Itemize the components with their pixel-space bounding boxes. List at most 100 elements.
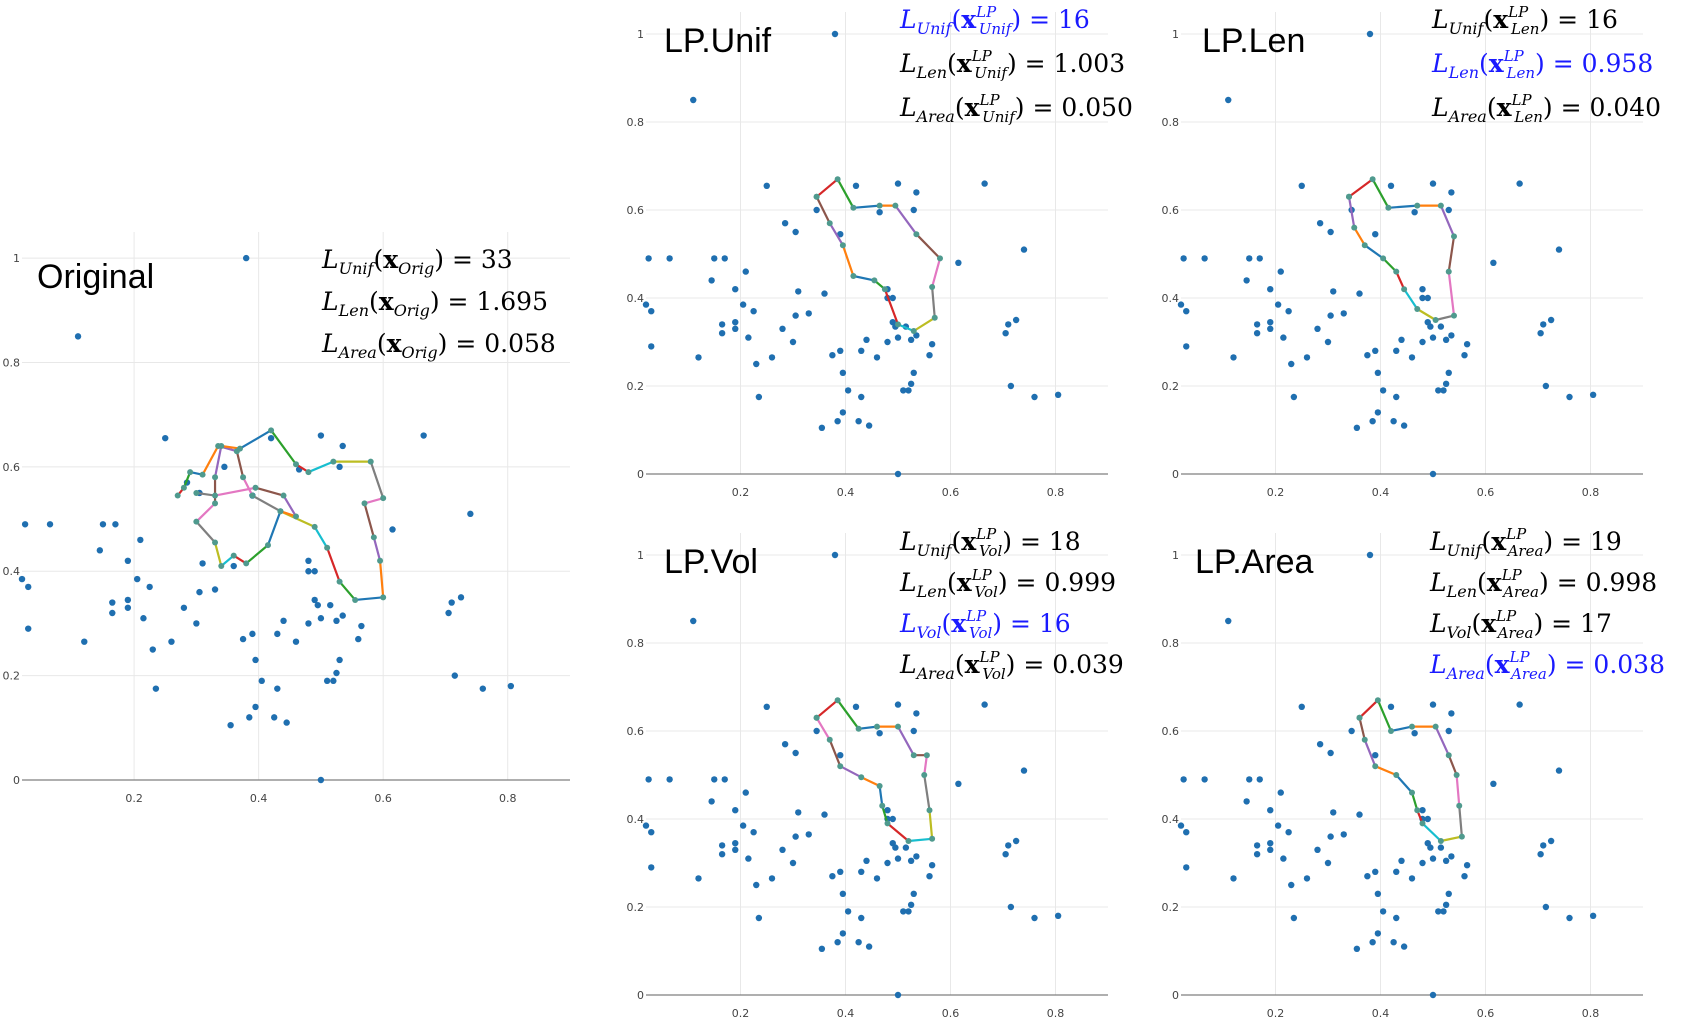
tour-segment: [912, 316, 936, 333]
data-point: [274, 630, 281, 638]
y-tick-label: 0.8: [3, 356, 21, 369]
tour-point: [336, 578, 343, 585]
tour-segment: [220, 444, 242, 450]
data-point: [792, 749, 799, 757]
tour-point: [1361, 242, 1368, 249]
tour-segment: [894, 204, 918, 236]
tour-point: [1393, 268, 1400, 275]
data-point: [1435, 387, 1442, 394]
tour-segment: [213, 444, 223, 479]
data-point: [283, 719, 290, 726]
y-tick-label: 0.6: [627, 204, 645, 217]
data-point: [267, 434, 275, 442]
data-point: [109, 609, 116, 617]
tour-point: [268, 427, 275, 434]
data-point: [1002, 851, 1009, 858]
metric-annotation: LUnif(xLP Len) = 16: [1431, 3, 1618, 38]
data-point: [1201, 255, 1208, 262]
data-point: [21, 521, 29, 528]
data-point: [858, 393, 865, 401]
data-point: [305, 557, 312, 564]
data-point: [81, 638, 88, 645]
data-point: [718, 321, 726, 328]
data-point: [1398, 857, 1405, 864]
data-point: [732, 286, 739, 293]
data-point: [1327, 749, 1334, 757]
tour-point: [1401, 286, 1408, 293]
x-tick-label: 0.8: [499, 792, 517, 805]
data-point: [642, 822, 650, 829]
data-point: [1330, 288, 1337, 295]
tour-point: [280, 492, 287, 499]
y-tick-label: 0: [637, 468, 644, 481]
data-point: [821, 290, 828, 297]
tour-segment: [1455, 773, 1461, 807]
tour-point: [230, 552, 237, 559]
data-point: [1408, 875, 1416, 882]
data-point: [884, 859, 891, 867]
data-point: [1007, 382, 1015, 390]
tour-point: [926, 807, 933, 814]
data-point: [1180, 776, 1187, 783]
data-point: [889, 815, 896, 823]
tour-segment: [839, 765, 863, 779]
data-point: [1437, 844, 1445, 851]
data-point: [910, 206, 917, 214]
tour-segment: [1447, 235, 1456, 273]
y-tick-label: 0.2: [627, 380, 645, 393]
data-point: [721, 255, 728, 262]
data-point: [718, 330, 726, 337]
panel-title: LP.Area: [1195, 543, 1314, 581]
data-point: [305, 620, 312, 627]
tour-segment: [1439, 835, 1463, 843]
data-point: [246, 714, 253, 721]
data-point: [755, 914, 763, 922]
highlighted-metric: LArea(xLP Area) = 0.038: [1429, 648, 1665, 683]
y-tick-label: 1: [13, 252, 20, 265]
y-tick-label: 0.8: [1162, 637, 1180, 650]
tour-segment: [1382, 257, 1398, 273]
data-point: [894, 470, 902, 478]
tour-point: [913, 231, 920, 238]
tour-point: [1380, 255, 1387, 262]
data-point: [792, 833, 799, 840]
data-point: [831, 551, 839, 559]
data-point: [884, 338, 891, 346]
data-point: [1267, 325, 1274, 332]
data-point: [1442, 857, 1450, 864]
x-tick-label: 0.6: [1477, 486, 1495, 499]
data-point: [708, 798, 715, 805]
tour-point: [1414, 202, 1421, 209]
data-point: [1540, 321, 1547, 328]
data-point: [1427, 323, 1434, 330]
data-point: [834, 939, 841, 946]
data-point: [1372, 347, 1379, 354]
tour-segment: [860, 776, 881, 788]
data-point: [323, 677, 331, 685]
data-point: [1411, 209, 1418, 216]
data-point: [1253, 321, 1261, 328]
data-point: [865, 943, 873, 950]
data-point: [865, 422, 873, 429]
tour-segment: [896, 725, 915, 757]
y-tick-label: 1: [1172, 28, 1179, 41]
data-point: [507, 682, 515, 690]
data-point: [1400, 943, 1408, 950]
tour-point: [187, 469, 194, 476]
data-point: [168, 638, 175, 645]
data-point: [863, 857, 870, 864]
data-point: [1555, 246, 1563, 253]
tour-point: [193, 518, 200, 525]
data-point: [1020, 246, 1028, 253]
data-point: [732, 807, 739, 814]
data-point: [1566, 914, 1573, 922]
y-tick-label: 0.6: [3, 461, 21, 474]
data-point: [336, 656, 343, 664]
data-point: [1490, 259, 1497, 266]
tour-point: [218, 442, 225, 449]
tour-point: [212, 500, 219, 507]
data-point: [750, 308, 757, 315]
tour-point: [910, 752, 917, 759]
x-tick-label: 0.4: [250, 792, 268, 805]
